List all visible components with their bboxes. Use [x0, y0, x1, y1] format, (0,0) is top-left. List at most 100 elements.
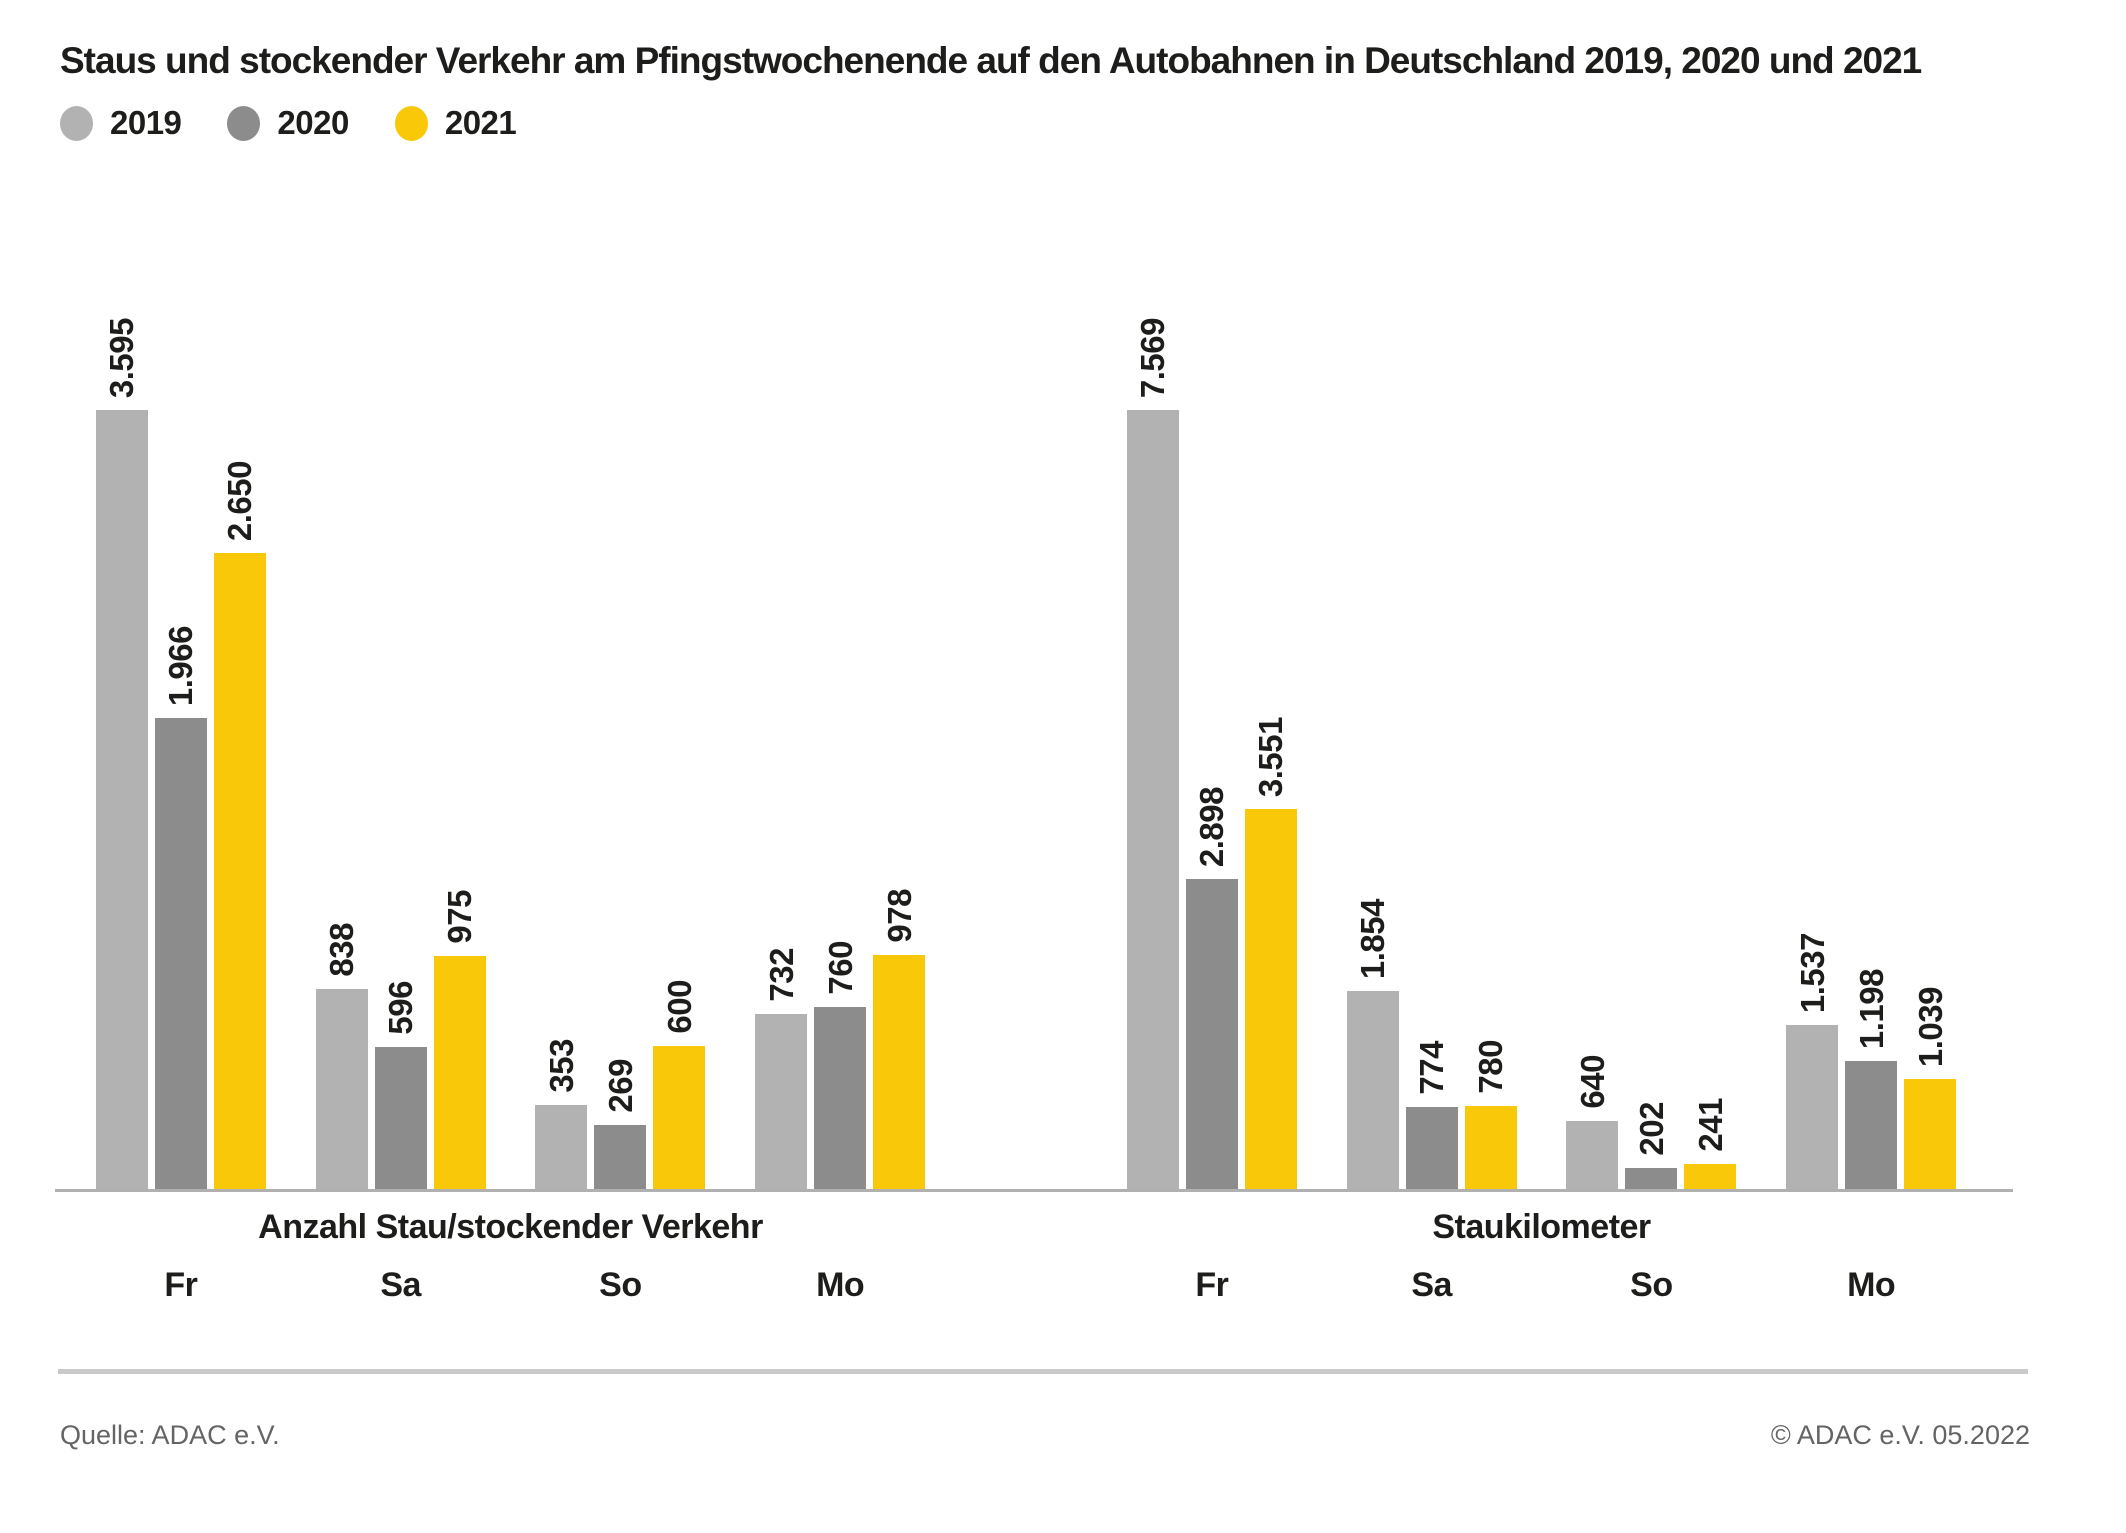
legend: 2019 2020 2021	[60, 102, 517, 144]
bar-col-2019-mo: 1.537	[1786, 318, 1839, 1190]
bar-col-2020-mo: 760	[814, 318, 867, 1190]
bar-value-label: 269	[601, 1059, 639, 1113]
x-axis-line	[55, 1189, 2013, 1192]
bar-2021-mo	[1904, 1079, 1957, 1190]
bar-2021-fr	[213, 553, 266, 1190]
day-label-so: So	[599, 1266, 642, 1304]
bar-value-label: 3.551	[1252, 716, 1290, 797]
bar-value-label: 241	[1691, 1098, 1729, 1152]
bar-value-label: 1.854	[1354, 898, 1392, 979]
bar-2020-fr	[1185, 879, 1238, 1190]
legend-swatch-2020-icon	[227, 105, 261, 141]
bar-col-2020-fr: 1.966	[154, 318, 207, 1190]
bar-2019-fr	[1126, 410, 1179, 1190]
bar-col-2019-so: 640	[1566, 318, 1619, 1190]
legend-item-2021: 2021	[394, 104, 517, 142]
bar-col-2020-mo: 1.198	[1845, 318, 1898, 1190]
bar-2021-mo	[873, 955, 926, 1190]
bar-2019-sa	[1346, 991, 1399, 1190]
bar-value-label: 1.198	[1852, 968, 1890, 1049]
bar-col-2021-mo: 978	[873, 318, 926, 1190]
bar-col-2019-so: 353	[535, 318, 588, 1190]
bar-group-so: 640 202 241	[1542, 318, 1762, 1190]
bar-group-fr: 3.595 1.966 2.650	[71, 318, 291, 1190]
bar-value-label: 1.039	[1911, 986, 1949, 1067]
bar-value-label: 774	[1413, 1041, 1451, 1095]
bar-2019-so	[535, 1105, 588, 1190]
bar-2021-so	[1684, 1164, 1737, 1190]
source-note: Quelle: ADAC e.V.	[60, 1420, 280, 1450]
legend-swatch-2021-icon	[394, 105, 428, 141]
bar-group-mo: 1.537 1.198 1.039	[1761, 318, 1981, 1190]
bar-value-label: 2.650	[221, 460, 259, 541]
day-label-so: So	[1630, 1266, 1673, 1304]
bar-2019-mo	[755, 1014, 808, 1190]
bar-2020-mo	[1845, 1061, 1898, 1190]
day-label-fr: Fr	[164, 1266, 198, 1304]
legend-label-2019: 2019	[110, 104, 182, 141]
bar-col-2020-fr: 2.898	[1185, 318, 1238, 1190]
bar-value-label: 353	[542, 1039, 580, 1093]
bar-group-sa: 1.854 774 780	[1322, 318, 1542, 1190]
bar-group-fr: 7.569 2.898 3.551	[1102, 318, 1322, 1190]
bar-2020-fr	[154, 718, 207, 1190]
bar-2020-sa	[1405, 1107, 1458, 1190]
day-label-sa: Sa	[1411, 1266, 1452, 1304]
bar-2020-so	[1625, 1168, 1678, 1190]
bar-col-2021-fr: 3.551	[1244, 318, 1297, 1190]
bar-value-label: 975	[441, 890, 479, 944]
legend-label-2020: 2020	[277, 104, 349, 141]
copyright-note: © ADAC e.V. 05.2022	[1770, 1420, 2030, 1450]
bar-value-label: 1.966	[162, 625, 200, 706]
legend-label-2021: 2021	[444, 104, 517, 141]
bar-2020-sa	[374, 1047, 427, 1190]
bar-value-label: 3.595	[103, 318, 141, 399]
bar-value-label: 732	[762, 948, 800, 1002]
bar-group-so: 353 269 600	[511, 318, 731, 1190]
bar-2019-sa	[315, 989, 368, 1190]
legend-item-2020: 2020	[227, 104, 349, 142]
day-label-mo: Mo	[816, 1266, 865, 1304]
bar-value-label: 2.898	[1193, 786, 1231, 867]
bar-value-label: 202	[1632, 1102, 1670, 1156]
group-title-staukilometer: Staukilometer	[1432, 1208, 1651, 1246]
legend-swatch-2019-icon	[60, 105, 93, 141]
bar-value-label: 1.537	[1793, 932, 1831, 1013]
bar-col-2021-so: 600	[653, 318, 706, 1190]
group-title-anzahl: Anzahl Stau/stockender Verkehr	[258, 1208, 763, 1246]
bar-2021-sa	[433, 956, 486, 1190]
bar-col-2019-sa: 838	[315, 318, 368, 1190]
bar-group-mo: 732 760 978	[730, 318, 950, 1190]
bar-value-label: 7.569	[1134, 318, 1172, 399]
footer-divider	[58, 1369, 2028, 1374]
bar-2020-mo	[814, 1007, 867, 1190]
bar-col-2019-sa: 1.854	[1346, 318, 1399, 1190]
day-label-mo: Mo	[1847, 1266, 1896, 1304]
bar-2021-so	[653, 1046, 706, 1190]
page-title: Staus und stockender Verkehr am Pfingstw…	[60, 40, 1922, 81]
bar-value-label: 838	[323, 923, 361, 977]
chart-anzahl-plot: 3.595 1.966 2.650 838 596 975 353 269 600 732 760 9…	[71, 318, 950, 1190]
bar-col-2019-fr: 7.569	[1126, 318, 1179, 1190]
bar-col-2020-so: 269	[594, 318, 647, 1190]
bar-2019-so	[1566, 1121, 1619, 1190]
bar-2020-so	[594, 1125, 647, 1190]
bar-2021-fr	[1244, 809, 1297, 1190]
bar-col-2021-fr: 2.650	[213, 318, 266, 1190]
bar-value-label: 596	[382, 981, 420, 1035]
bar-2019-fr	[95, 410, 148, 1190]
bar-col-2019-mo: 732	[755, 318, 808, 1190]
bar-col-2021-so: 241	[1684, 318, 1737, 1190]
bar-group-sa: 838 596 975	[291, 318, 511, 1190]
bar-2021-sa	[1464, 1106, 1517, 1190]
bar-col-2020-sa: 774	[1405, 318, 1458, 1190]
day-label-fr: Fr	[1195, 1266, 1229, 1304]
day-labels-row: Fr Sa So Mo	[1102, 1266, 1981, 1305]
bar-col-2021-mo: 1.039	[1904, 318, 1957, 1190]
day-labels-row: Fr Sa So Mo	[71, 1266, 950, 1305]
bar-col-2020-so: 202	[1625, 318, 1678, 1190]
bar-col-2021-sa: 975	[433, 318, 486, 1190]
bar-value-label: 978	[880, 889, 918, 943]
day-label-sa: Sa	[380, 1266, 421, 1304]
bar-col-2020-sa: 596	[374, 318, 427, 1190]
